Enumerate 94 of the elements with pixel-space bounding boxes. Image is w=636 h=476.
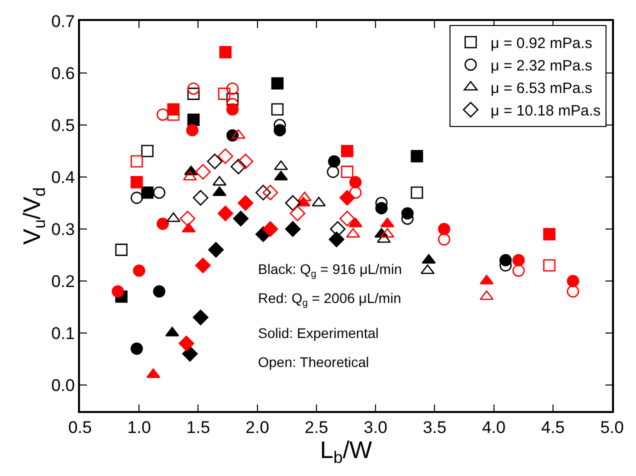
point — [156, 108, 169, 121]
y-tick-label: 0.7 — [51, 12, 75, 31]
point — [141, 144, 154, 158]
point — [218, 148, 234, 164]
point — [187, 88, 200, 100]
legend-label: μ = 0.92 mPa.s — [490, 35, 592, 52]
x-tick-label: 2.0 — [246, 418, 270, 438]
y-tick-label: 0.3 — [51, 220, 75, 239]
point — [180, 210, 196, 226]
point — [232, 210, 249, 226]
point — [167, 108, 180, 121]
point — [566, 274, 580, 288]
x-tick-label: 3.5 — [422, 418, 446, 438]
point — [132, 264, 146, 277]
point — [195, 258, 211, 274]
point — [290, 206, 306, 222]
point — [341, 144, 354, 158]
y-tick-label: 0.6 — [51, 64, 75, 83]
point — [195, 164, 211, 180]
point — [218, 206, 234, 222]
y-tick-label: 0.4 — [51, 168, 75, 187]
point — [330, 221, 346, 237]
legend-label: μ = 10.18 mPa.s — [490, 102, 601, 120]
point — [238, 154, 254, 170]
point — [262, 221, 278, 237]
point — [186, 124, 198, 136]
point — [255, 184, 272, 200]
point — [130, 342, 143, 355]
point — [410, 150, 424, 162]
point — [349, 176, 362, 188]
point — [512, 264, 525, 277]
point — [182, 346, 198, 362]
annotation: Open: Theoretical — [258, 354, 370, 370]
y-tick-label: 0.2 — [51, 272, 75, 291]
point — [212, 176, 226, 186]
point — [218, 88, 230, 100]
point — [326, 166, 340, 178]
annotation: Solid: Experimental — [258, 325, 379, 341]
point — [187, 82, 200, 95]
point — [226, 82, 239, 95]
x-tick-label: 0.5 — [68, 418, 92, 438]
point — [438, 233, 450, 246]
point — [271, 77, 284, 90]
x-tick-label: 1.0 — [127, 418, 151, 438]
point — [339, 190, 355, 206]
legend-label: μ = 6.53 mPa.s — [490, 80, 592, 97]
point — [156, 218, 169, 230]
point — [112, 285, 124, 298]
x-tick-label: 2.5 — [304, 418, 328, 438]
x-tick-label: 4.0 — [482, 418, 506, 438]
point — [512, 254, 525, 266]
point — [438, 222, 450, 236]
x-tick-label: 4.5 — [541, 418, 565, 438]
point — [230, 158, 246, 174]
point — [285, 221, 301, 237]
x-tick-label: 5.0 — [600, 418, 624, 438]
point — [219, 46, 232, 58]
y-tick-label: 0.0 — [51, 376, 75, 395]
point — [212, 186, 226, 196]
point — [285, 195, 301, 211]
point — [271, 103, 284, 116]
point — [566, 285, 580, 298]
point — [410, 186, 424, 199]
point — [192, 310, 208, 326]
point — [187, 114, 200, 126]
annotation: Black: Q$_{g}$ = 916 μL/min — [258, 261, 402, 280]
x-axis-title: L$_{b}$/W — [320, 437, 372, 468]
annotation: Red: Q$_{g}$ = 2006 μL/min — [258, 290, 402, 309]
point — [543, 228, 556, 240]
point — [328, 155, 340, 168]
point — [130, 176, 143, 188]
point — [153, 186, 166, 199]
point — [178, 336, 194, 352]
y-tick-label: 0.5 — [51, 116, 75, 135]
point — [543, 259, 556, 272]
point — [226, 92, 239, 106]
point — [206, 154, 223, 170]
point — [208, 242, 224, 258]
point — [341, 166, 354, 178]
point — [115, 244, 128, 256]
x-tick-label: 3.0 — [364, 418, 388, 438]
x-tick-label: 1.5 — [186, 418, 210, 438]
point — [238, 195, 254, 211]
point — [339, 210, 355, 226]
point — [349, 186, 362, 199]
point — [141, 186, 154, 199]
point — [130, 192, 143, 204]
point — [130, 155, 143, 168]
point — [153, 285, 166, 298]
point — [328, 232, 344, 248]
point — [192, 190, 208, 206]
legend-label: μ = 2.32 mPa.s — [490, 58, 592, 74]
point — [262, 184, 278, 200]
y-tick-label: 0.1 — [51, 324, 75, 343]
